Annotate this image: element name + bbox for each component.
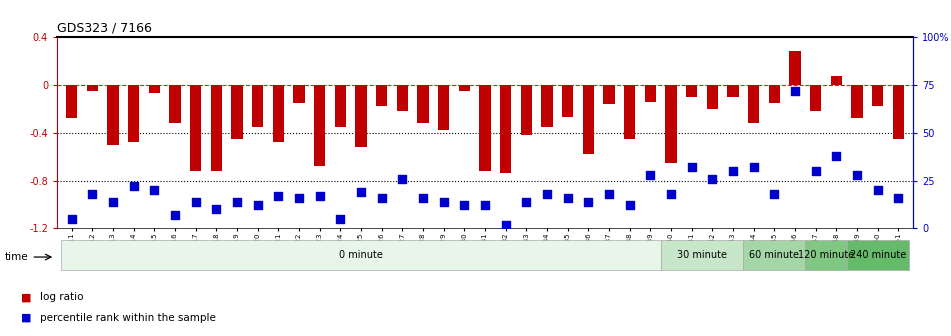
Point xyxy=(684,165,699,170)
Point xyxy=(64,216,79,222)
Bar xyxy=(273,85,284,142)
Point xyxy=(333,216,348,222)
Text: 0 minute: 0 minute xyxy=(339,250,383,260)
Text: 60 minute: 60 minute xyxy=(749,250,800,260)
Point xyxy=(829,153,844,158)
Bar xyxy=(293,85,304,103)
Text: 120 minute: 120 minute xyxy=(798,250,854,260)
Bar xyxy=(744,240,805,270)
Bar xyxy=(846,240,909,270)
Bar xyxy=(190,85,202,171)
Point xyxy=(291,195,306,201)
Point xyxy=(395,176,410,181)
Point xyxy=(787,88,803,93)
Bar xyxy=(789,51,801,85)
Point xyxy=(498,222,514,227)
Bar xyxy=(583,85,594,154)
Text: 240 minute: 240 minute xyxy=(849,250,906,260)
Point xyxy=(250,203,265,208)
Point xyxy=(808,168,824,174)
Bar xyxy=(520,85,532,135)
Point xyxy=(354,190,369,195)
Bar xyxy=(805,240,846,270)
Point xyxy=(208,207,223,212)
Bar xyxy=(376,85,387,107)
Point xyxy=(870,187,885,193)
Bar xyxy=(61,240,661,270)
Bar xyxy=(169,85,181,123)
Bar xyxy=(893,85,904,139)
Text: log ratio: log ratio xyxy=(40,292,84,302)
Bar xyxy=(458,85,470,91)
Point xyxy=(601,191,616,197)
Point xyxy=(271,193,286,199)
Text: ■: ■ xyxy=(21,292,31,302)
Bar xyxy=(768,85,780,103)
Bar xyxy=(500,85,512,173)
Text: GDS323 / 7166: GDS323 / 7166 xyxy=(57,22,152,35)
Point xyxy=(581,199,596,204)
Point xyxy=(106,199,121,204)
Bar xyxy=(810,85,822,111)
Bar xyxy=(686,85,697,97)
Bar xyxy=(748,85,760,123)
Text: ■: ■ xyxy=(21,312,31,323)
Bar xyxy=(127,85,139,142)
Bar xyxy=(107,85,119,145)
Bar xyxy=(438,85,449,130)
Bar xyxy=(335,85,346,127)
Bar xyxy=(87,85,98,91)
Point xyxy=(705,176,720,181)
Point xyxy=(622,203,637,208)
Point xyxy=(767,191,782,197)
Bar xyxy=(148,85,160,93)
Bar xyxy=(210,85,222,171)
Point xyxy=(518,199,534,204)
Bar xyxy=(872,85,883,107)
Point xyxy=(849,172,864,177)
Bar xyxy=(417,85,429,123)
Point xyxy=(188,199,204,204)
Bar xyxy=(231,85,243,139)
Point xyxy=(126,184,141,189)
Bar xyxy=(851,85,863,118)
Bar xyxy=(831,77,843,85)
Point xyxy=(891,195,906,201)
Point xyxy=(664,191,679,197)
Bar xyxy=(666,85,677,163)
Point xyxy=(477,203,493,208)
Point xyxy=(167,212,183,218)
Point xyxy=(539,191,554,197)
Text: 30 minute: 30 minute xyxy=(677,250,728,260)
Point xyxy=(416,195,431,201)
Bar xyxy=(624,85,635,139)
Bar xyxy=(252,85,263,127)
Point xyxy=(146,187,162,193)
Point xyxy=(560,195,575,201)
Point xyxy=(374,195,389,201)
Point xyxy=(229,199,244,204)
Text: percentile rank within the sample: percentile rank within the sample xyxy=(40,312,216,323)
Point xyxy=(437,199,452,204)
Bar xyxy=(314,85,325,166)
Bar xyxy=(707,85,718,109)
Point xyxy=(312,193,327,199)
Bar xyxy=(562,85,573,117)
Bar xyxy=(66,85,77,118)
Bar xyxy=(356,85,367,147)
Bar xyxy=(397,85,408,111)
Point xyxy=(456,203,472,208)
Bar xyxy=(645,85,656,101)
Text: time: time xyxy=(5,252,29,262)
Point xyxy=(643,172,658,177)
Bar xyxy=(728,85,739,97)
Point xyxy=(726,168,741,174)
Point xyxy=(85,191,100,197)
Bar xyxy=(479,85,491,171)
Point xyxy=(747,165,762,170)
Bar xyxy=(541,85,553,127)
Bar xyxy=(603,85,614,104)
Bar xyxy=(661,240,744,270)
